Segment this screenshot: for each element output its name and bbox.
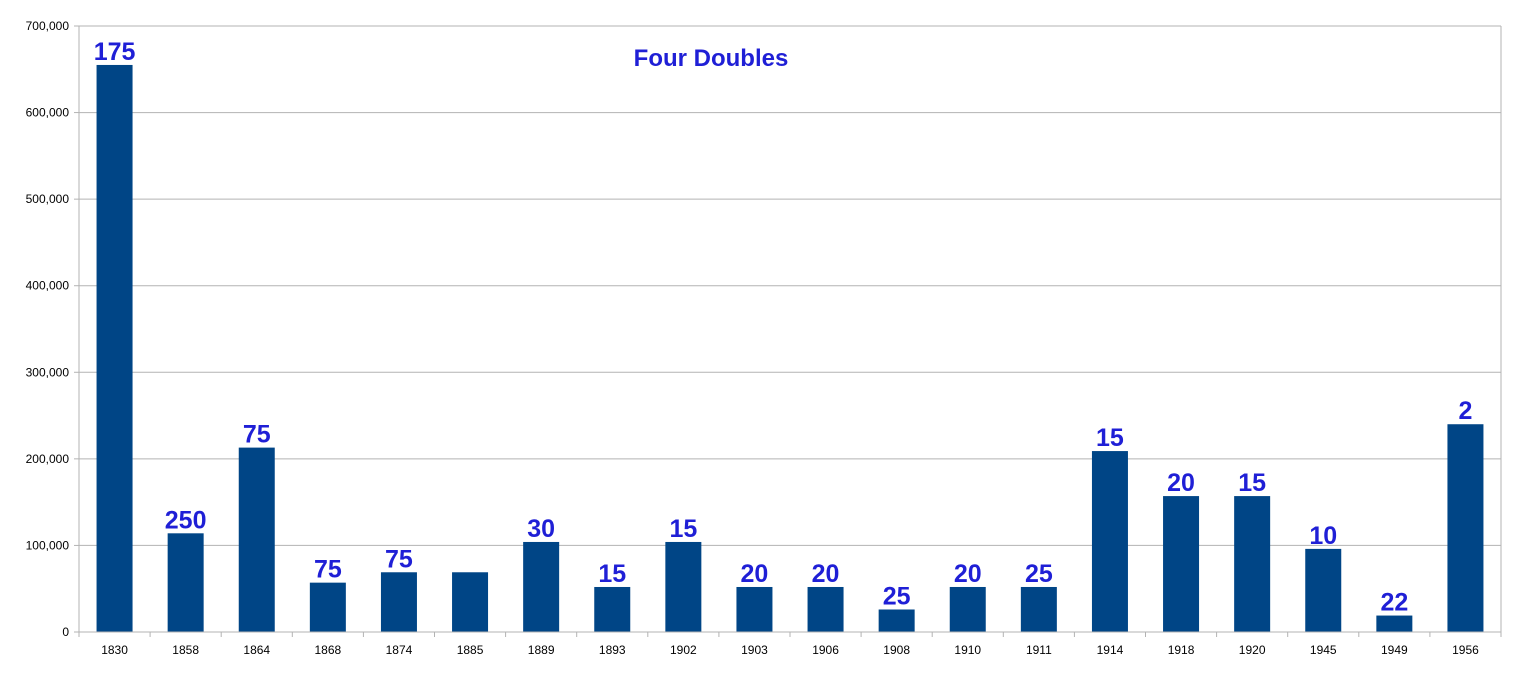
x-tick-label: 1908	[883, 643, 910, 657]
x-tick-label: 1945	[1310, 643, 1337, 657]
data-label: 15	[1096, 424, 1124, 452]
data-label: 15	[669, 515, 697, 543]
y-tick-label: 600,000	[26, 106, 70, 120]
bar	[1163, 496, 1200, 632]
x-tick-label: 1911	[1026, 643, 1052, 657]
x-tick-label: 1858	[172, 643, 199, 657]
bar	[238, 447, 275, 632]
x-tick-label: 1910	[954, 643, 981, 657]
x-tick-label: 1906	[812, 643, 839, 657]
y-tick-label: 0	[62, 625, 69, 639]
data-label: 22	[1380, 589, 1408, 617]
data-label: 15	[598, 560, 626, 588]
x-tick-label: 1956	[1452, 643, 1479, 657]
data-label: 30	[527, 515, 555, 543]
x-tick-label: 1918	[1168, 643, 1195, 657]
x-tick-label: 1903	[741, 643, 768, 657]
data-label: 25	[1025, 560, 1053, 588]
chart-title: Four Doubles	[634, 45, 789, 72]
bar	[1020, 586, 1057, 632]
y-tick-label: 200,000	[26, 452, 70, 466]
data-label: 75	[314, 556, 342, 584]
data-label: 20	[812, 560, 840, 588]
x-tick-label: 1914	[1097, 643, 1124, 657]
data-label: 175	[94, 38, 136, 66]
y-tick-label: 100,000	[26, 538, 70, 552]
x-tick-label: 1885	[457, 643, 484, 657]
data-label: 25	[883, 582, 911, 610]
data-label: 75	[243, 421, 271, 449]
y-axis-ticks: 0 100,000 200,000 300,000 400,000 500,000 600,…	[26, 19, 79, 639]
y-tick-label: 500,000	[26, 192, 70, 206]
bar	[878, 609, 915, 632]
x-tick-label: 1830	[101, 643, 128, 657]
x-tick-label: 1902	[670, 643, 697, 657]
bar	[949, 586, 986, 632]
bar	[452, 572, 489, 632]
bar	[1447, 424, 1484, 632]
x-tick-label: 1874	[386, 643, 413, 657]
bar	[665, 541, 702, 632]
bar	[1305, 548, 1342, 632]
y-tick-label: 400,000	[26, 279, 70, 293]
gridlines	[78, 25, 1502, 633]
bar	[167, 533, 204, 632]
data-label: 15	[1238, 469, 1266, 497]
x-tick-label: 1889	[528, 643, 555, 657]
x-tick-label: 1868	[314, 643, 341, 657]
x-tick-label: 1893	[599, 643, 626, 657]
bar	[523, 541, 560, 632]
data-label: 75	[385, 545, 413, 573]
bar	[736, 586, 773, 632]
y-tick-label: 700,000	[26, 19, 70, 33]
data-label: 10	[1309, 522, 1337, 550]
y-tick-label: 300,000	[26, 365, 70, 379]
bar	[1234, 496, 1271, 632]
bar	[1091, 451, 1128, 632]
bar	[380, 572, 417, 632]
bar	[807, 586, 844, 632]
x-tick-label: 1864	[243, 643, 270, 657]
data-label: 250	[165, 506, 207, 534]
data-label: 20	[954, 560, 982, 588]
data-label: 2	[1458, 397, 1472, 425]
bar	[96, 64, 133, 632]
bar	[594, 586, 631, 632]
data-label: 20	[741, 560, 769, 588]
x-tick-label: 1949	[1381, 643, 1408, 657]
bars	[96, 64, 1484, 632]
x-tick-label: 1920	[1239, 643, 1266, 657]
x-axis-ticks: 1830 1858 1864 1868 1874 1885 1889 1893 1902 1903…	[78, 631, 1502, 657]
bar	[1376, 615, 1413, 632]
data-label: 20	[1167, 469, 1195, 497]
bar	[309, 582, 346, 632]
